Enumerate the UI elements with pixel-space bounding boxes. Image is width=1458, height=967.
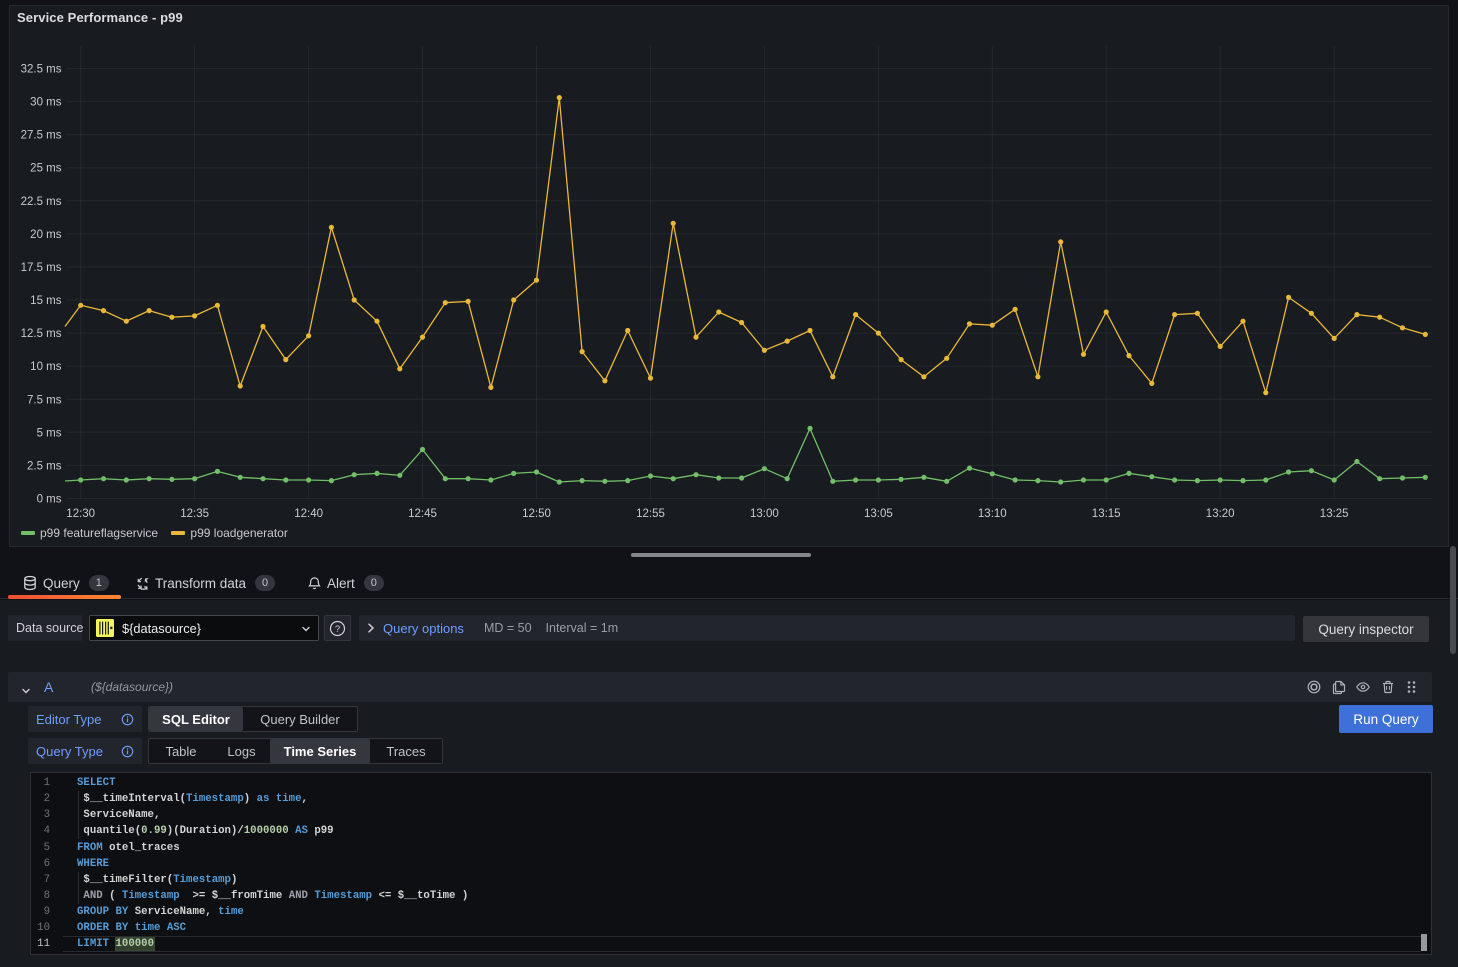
svg-text:22.5 ms: 22.5 ms	[21, 196, 62, 208]
svg-text:27.5 ms: 27.5 ms	[21, 130, 62, 142]
svg-text:10 ms: 10 ms	[30, 361, 62, 373]
svg-text:13:10: 13:10	[978, 508, 1007, 520]
svg-text:12:40: 12:40	[294, 508, 323, 520]
svg-text:2.5 ms: 2.5 ms	[27, 460, 62, 472]
svg-text:5 ms: 5 ms	[37, 427, 62, 439]
svg-text:12:45: 12:45	[408, 508, 437, 520]
svg-text:25 ms: 25 ms	[30, 163, 62, 175]
svg-text:13:00: 13:00	[750, 508, 779, 520]
svg-text:12:30: 12:30	[66, 508, 95, 520]
svg-text:13:25: 13:25	[1320, 508, 1349, 520]
svg-text:12:35: 12:35	[180, 508, 209, 520]
svg-text:0 ms: 0 ms	[37, 494, 62, 506]
svg-text:13:15: 13:15	[1092, 508, 1121, 520]
svg-text:?: ?	[335, 624, 340, 635]
svg-text:30 ms: 30 ms	[30, 97, 62, 109]
svg-text:13:05: 13:05	[864, 508, 893, 520]
svg-text:17.5 ms: 17.5 ms	[21, 262, 62, 274]
svg-text:12:50: 12:50	[522, 508, 551, 520]
svg-text:12.5 ms: 12.5 ms	[21, 328, 62, 340]
svg-text:32.5 ms: 32.5 ms	[21, 64, 62, 76]
svg-text:13:20: 13:20	[1206, 508, 1235, 520]
svg-text:20 ms: 20 ms	[30, 229, 62, 241]
svg-text:15 ms: 15 ms	[30, 295, 62, 307]
svg-text:12:55: 12:55	[636, 508, 665, 520]
svg-text:7.5 ms: 7.5 ms	[27, 394, 62, 406]
